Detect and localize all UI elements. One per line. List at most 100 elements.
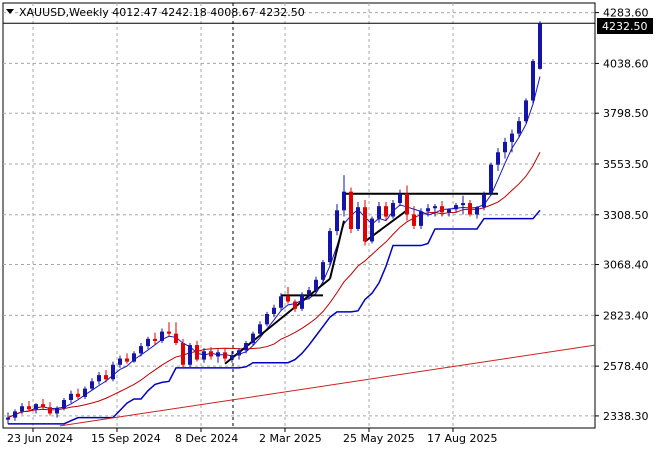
candle-body [118,358,122,365]
candle-body [90,381,94,389]
candle-body [475,207,479,215]
candle-body [6,417,10,420]
candle-body [244,343,248,351]
candle-body [13,411,17,418]
candle-body [377,206,381,219]
candle-body [398,193,402,204]
candle-body [174,333,178,343]
y-tick-label: 4283.60 [603,7,649,20]
candle-body [230,355,234,359]
candle-body [55,408,59,414]
candle-body [20,406,24,412]
candle-body [503,141,507,153]
candle-body [349,191,353,229]
candle-body [524,100,528,122]
candle-body [48,407,52,414]
y-tick-label: 4038.60 [603,57,649,70]
candle-body [139,346,143,354]
x-tick-label: 8 Dec 2024 [175,432,238,445]
y-tick-label: 2338.30 [603,410,649,423]
price-axis: 4283.60 4038.60 3798.50 3553.50 3308.50 3068.… [595,7,649,423]
candle-body [496,152,500,165]
candle-body [258,324,262,334]
current-price-label: 4232.50 [602,20,648,33]
x-tick-label: 2 Mar 2025 [259,432,322,445]
x-tick-label: 15 Sep 2024 [91,432,161,445]
candle-body [76,393,80,397]
candlesticks [6,21,542,424]
candle-body [272,307,276,314]
candle-body [412,214,416,226]
ma-slow-line [7,152,541,419]
breakout-line [329,220,345,279]
candle-body [216,352,220,357]
triangle-down-icon[interactable] [6,9,14,14]
candle-body [111,364,115,380]
y-tick-label: 3068.40 [603,259,649,272]
y-tick-label: 2823.40 [603,309,649,322]
candle-body [447,209,451,213]
y-tick-label: 2578.40 [603,360,649,373]
candle-body [195,345,199,360]
candle-body [27,406,31,410]
candle-body [426,208,430,212]
candle-body [391,203,395,217]
candle-body [181,343,185,365]
candle-body [384,206,388,217]
candle-body [335,210,339,232]
candle-body [482,193,486,208]
candle-body [265,313,269,325]
y-tick-label: 3553.50 [603,158,649,171]
candle-body [342,191,346,211]
x-tick-label: 25 May 2025 [343,432,415,445]
candle-body [321,262,325,280]
ma-fast-line [7,76,541,419]
candle-body [83,388,87,397]
candle-body [293,301,297,309]
candle-body [328,231,332,263]
candle-body [405,193,409,215]
candle-body [97,375,101,382]
candle-body [370,218,374,242]
candle-body [461,203,465,206]
candle-body [419,211,423,226]
candle-body [510,133,514,142]
current-price-label-bg [597,18,653,34]
candle-body [538,23,542,69]
candle-body [41,404,45,408]
candle-body [153,338,157,341]
candle-body [440,206,444,213]
candle-body [62,400,66,409]
candle-body [125,358,129,362]
x-tick-label: 17 Aug 2025 [427,432,497,445]
time-axis: 23 Jun 2024 15 Sep 2024 8 Dec 2024 2 Mar 20… [7,428,497,445]
candle-body [237,350,241,356]
candle-body [531,61,535,101]
symbol-header: XAUUSD,Weekly 4012.47 4242.18 4008.67 42… [19,6,305,19]
candle-body [132,353,136,362]
candle-body [517,121,521,134]
candle-body [188,345,192,365]
candle-body [300,294,304,309]
support-step-line [8,209,541,425]
moving-averages [7,76,596,427]
candle-body [146,338,150,347]
candle-body [69,393,73,401]
candle-body [363,207,367,242]
candle-body [279,296,283,308]
candle-body [433,206,437,209]
chart-area [2,2,596,429]
y-tick-label: 3798.50 [603,107,649,120]
candle-body [160,331,164,341]
long-trend-line [59,344,596,427]
candle-body [34,404,38,410]
candle-body [202,351,206,360]
candle-body [307,290,311,295]
candle-body [468,203,472,215]
y-tick-label: 3308.50 [603,209,649,222]
candle-body [251,333,255,343]
candle-body [356,207,360,229]
candle-body [104,375,108,380]
candle-body [454,205,458,210]
